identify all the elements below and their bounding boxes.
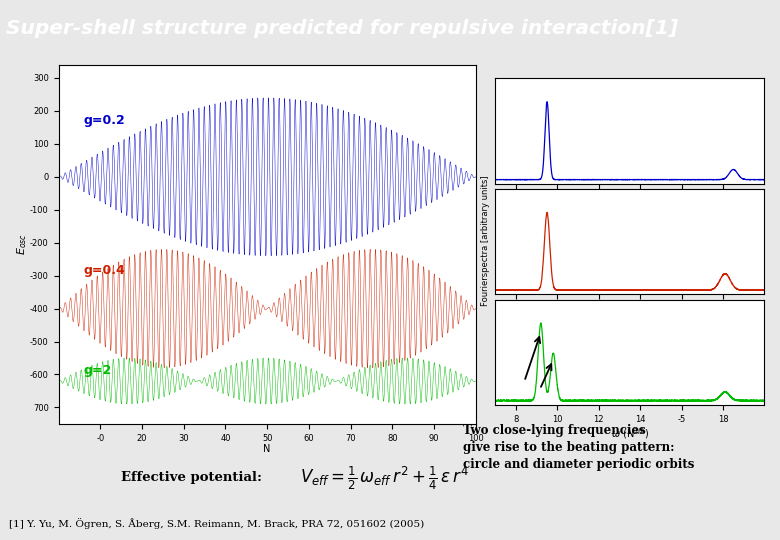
- Text: g=0.2: g=0.2: [83, 114, 126, 127]
- Text: Super-shell structure predicted for repulsive interaction[1]: Super-shell structure predicted for repu…: [6, 19, 679, 38]
- Text: $V_{eff} = \frac{1}{2}\,\omega_{eff}\,r^2 + \frac{1}{4}\,\varepsilon\,r^4$: $V_{eff} = \frac{1}{2}\,\omega_{eff}\,r^…: [300, 464, 469, 491]
- Text: Fourierspectra [arbitrary units]: Fourierspectra [arbitrary units]: [480, 175, 490, 306]
- X-axis label: $\omega$ (N$^{1/2}$): $\omega$ (N$^{1/2}$): [611, 427, 649, 441]
- Text: g=2: g=2: [83, 364, 112, 377]
- Text: [1] Y. Yu, M. Ögren, S. Åberg, S.M. Reimann, M. Brack, PRA 72, 051602 (2005): [1] Y. Yu, M. Ögren, S. Åberg, S.M. Reim…: [9, 518, 424, 529]
- Text: Two close-lying frequencies
give rise to the beating pattern:
circle and diamete: Two close-lying frequencies give rise to…: [463, 424, 695, 471]
- Y-axis label: $E_{osc}$: $E_{osc}$: [15, 233, 29, 255]
- Text: g=0.4: g=0.4: [83, 264, 126, 277]
- Text: Effective potential:: Effective potential:: [121, 471, 262, 484]
- X-axis label: N: N: [264, 444, 271, 454]
